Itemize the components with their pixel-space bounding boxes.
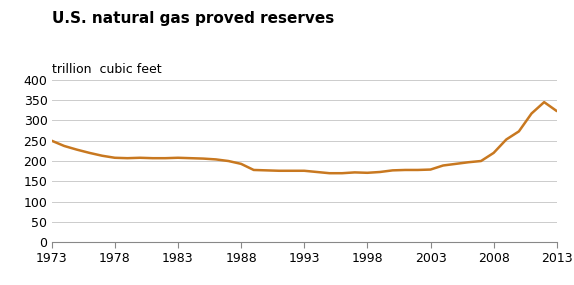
Text: trillion  cubic feet: trillion cubic feet <box>52 63 161 76</box>
Text: U.S. natural gas proved reserves: U.S. natural gas proved reserves <box>52 11 334 27</box>
